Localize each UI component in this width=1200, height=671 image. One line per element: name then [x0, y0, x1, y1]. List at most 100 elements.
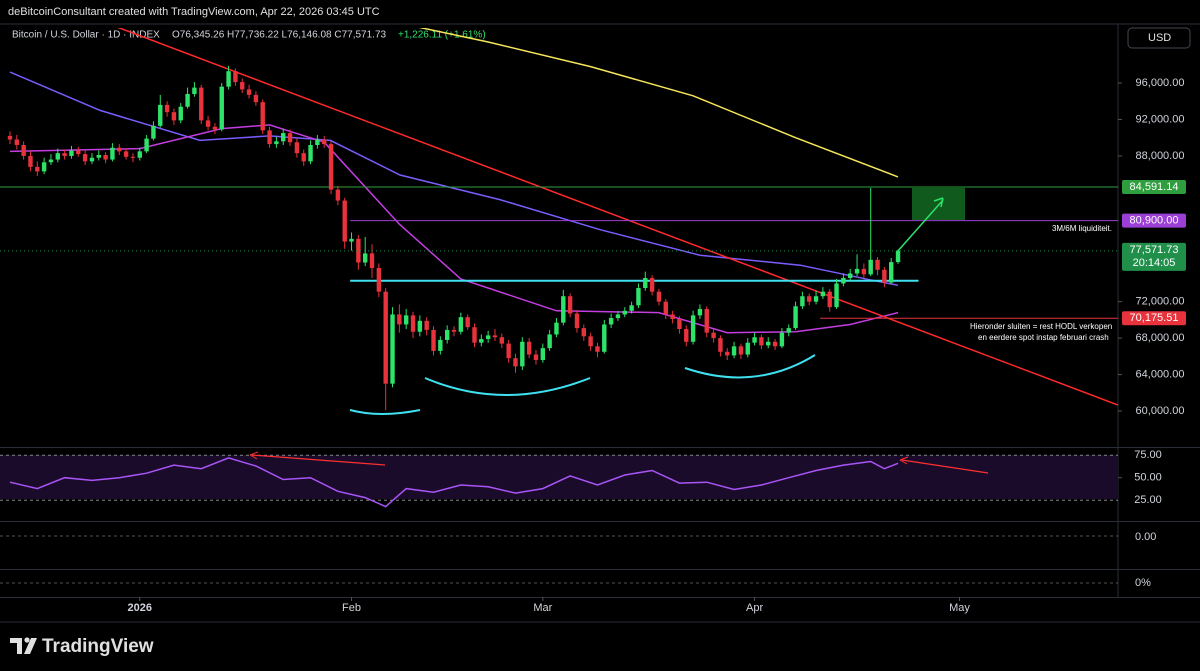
- annotation: Hieronder sluiten = rest HODL verkopen: [970, 322, 1112, 331]
- symbol: Bitcoin / U.S. Dollar · 1D · INDEX: [12, 30, 160, 41]
- candle-body: [861, 268, 867, 275]
- candle-body: [246, 89, 252, 95]
- y-tick-label: 88,000.00: [1136, 150, 1185, 162]
- candle-body: [240, 82, 245, 90]
- candle-body: [622, 310, 627, 315]
- candle-body: [513, 358, 518, 367]
- candle-body: [670, 314, 675, 319]
- y-tick-label: 68,000.00: [1136, 332, 1185, 344]
- y-tick-label: 60,000.00: [1136, 405, 1185, 417]
- logo-mark: [10, 638, 22, 654]
- candle-body: [267, 130, 272, 145]
- candle-body: [369, 253, 375, 268]
- candle-body: [827, 291, 832, 308]
- candle-body: [492, 335, 498, 338]
- candle-body: [834, 283, 839, 308]
- candle-body: [882, 269, 887, 283]
- candle-body: [130, 156, 136, 158]
- candle-body: [786, 328, 791, 333]
- candle-body: [82, 154, 88, 162]
- cup-arc: [349, 409, 421, 415]
- trendline: [117, 28, 1118, 406]
- price-tag-label: 80,900.00: [1130, 215, 1179, 227]
- candle-body: [117, 147, 122, 152]
- candle-body: [322, 139, 327, 145]
- currency[interactable]: USD: [1148, 32, 1171, 44]
- price-pane: [0, 28, 1118, 411]
- price-tag: [1122, 242, 1186, 271]
- candle-body: [383, 291, 388, 384]
- candle-body: [233, 71, 238, 83]
- candle-body: [397, 314, 402, 325]
- logo-mark: [24, 637, 30, 643]
- candle-body: [342, 200, 347, 242]
- candle-body: [800, 296, 805, 307]
- candle-body: [567, 296, 573, 314]
- candle-body: [595, 346, 600, 352]
- candle-body: [820, 291, 826, 297]
- candle-body: [444, 329, 450, 340]
- candle-body: [96, 155, 101, 158]
- price-tag: [1122, 311, 1186, 326]
- candle-body: [526, 341, 532, 355]
- ohlc: O76,345.26 H77,736.22 L76,146.08 C77,571…: [172, 30, 387, 41]
- candle-body: [731, 346, 737, 356]
- candle-body: [848, 273, 853, 278]
- price-tag: [1122, 213, 1186, 228]
- candle-body: [424, 320, 429, 330]
- y-tick-label: 96,000.00: [1136, 77, 1185, 89]
- x-tick-label: May: [949, 602, 970, 614]
- candle-body: [772, 341, 778, 347]
- rsi-tick-label: 50.00: [1134, 472, 1162, 484]
- candle-body: [158, 104, 163, 126]
- macd-label: 0.00: [1135, 531, 1156, 543]
- drawings: [349, 187, 965, 415]
- candle-body: [14, 139, 20, 145]
- candle-body: [602, 324, 607, 352]
- candle-body: [684, 329, 689, 342]
- candle-body: [690, 315, 696, 342]
- candle-body: [868, 259, 873, 275]
- candle-body: [356, 238, 361, 263]
- candle-body: [48, 159, 54, 163]
- candle-body: [362, 253, 368, 263]
- candle-body: [718, 338, 723, 352]
- annotation: 3M/6M liquiditeit.: [1052, 224, 1112, 233]
- x-tick-label: Apr: [746, 602, 763, 614]
- change: +1,226.11 (+1.61%): [398, 30, 486, 41]
- pct-label: 0%: [1135, 577, 1151, 589]
- axes: 2026 Feb Mar Apr May 60,000.00 64,000.00 68,000…: [128, 77, 1186, 614]
- candle-body: [520, 341, 525, 367]
- candle-body: [28, 155, 33, 167]
- candle-body: [438, 339, 443, 351]
- candle-body: [779, 332, 785, 347]
- candle-body: [281, 133, 286, 142]
- candle-body: [89, 157, 95, 162]
- candle-body: [390, 314, 395, 384]
- arrow: [896, 199, 944, 253]
- candle-body: [540, 348, 546, 360]
- candle-body: [677, 318, 682, 330]
- candle-body: [533, 354, 539, 360]
- y-tick-label: 64,000.00: [1136, 368, 1185, 380]
- candle-body: [807, 296, 812, 302]
- candle-body: [588, 336, 593, 347]
- candle-body: [308, 144, 313, 162]
- candle-body: [328, 144, 334, 190]
- candle-body: [410, 315, 416, 332]
- candle-body: [745, 342, 750, 355]
- price-tag: [1122, 179, 1186, 194]
- price-tag-label: 70,175.51: [1130, 312, 1179, 324]
- candle-body: [301, 153, 306, 162]
- candle-body: [752, 337, 757, 343]
- candle-body: [629, 305, 634, 311]
- candle-body: [349, 238, 354, 242]
- candle-body: [226, 71, 231, 87]
- candle-body: [889, 262, 894, 283]
- currency-button[interactable]: [1127, 27, 1191, 49]
- candle-body: [704, 308, 709, 333]
- candle-body: [649, 277, 655, 292]
- countdown: 20:14:05: [1133, 257, 1176, 269]
- logo-mark: [24, 638, 37, 654]
